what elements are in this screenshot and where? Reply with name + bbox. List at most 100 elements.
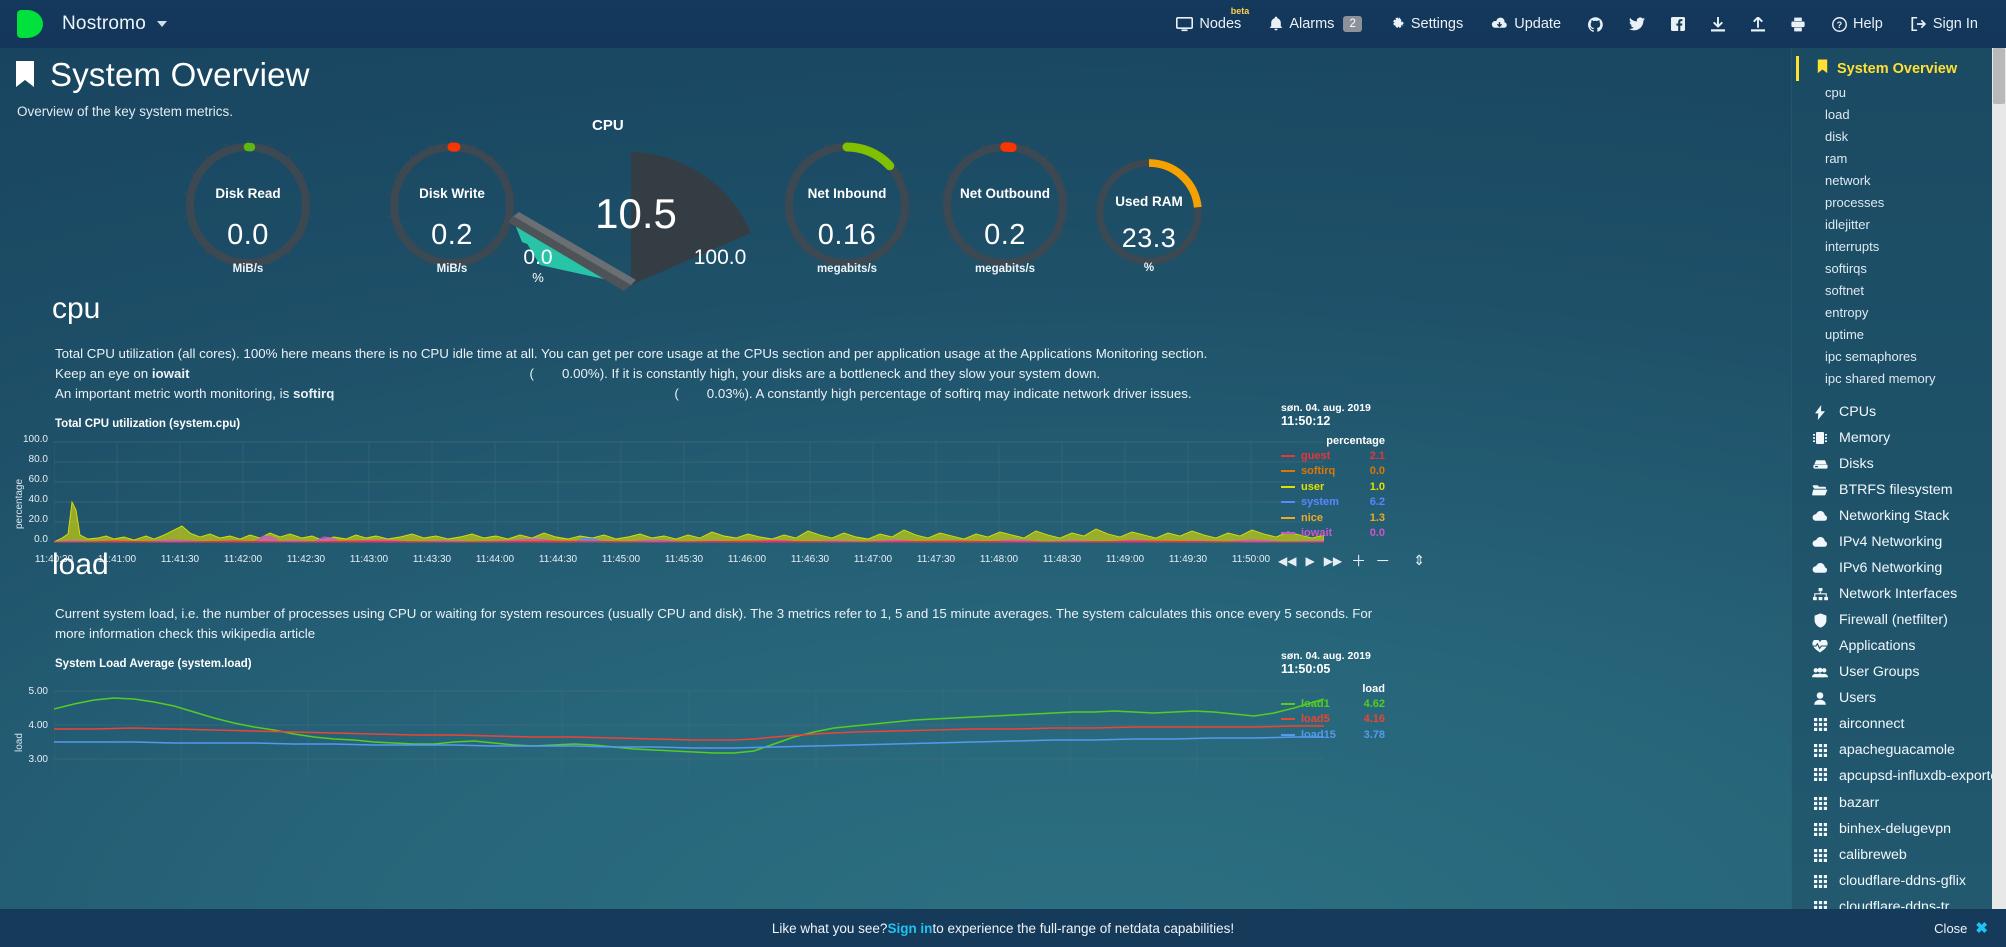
nav-help[interactable]: ? Help [1818, 0, 1897, 48]
bookmark-icon [14, 60, 36, 90]
nav-nodes[interactable]: Nodes beta [1162, 0, 1255, 48]
sidebar-item-btrfs-filesystem[interactable]: BTRFS filesystem [1792, 477, 2006, 503]
sidebar-item-apcupsd-influxdb-exporter[interactable]: apcupsd-influxdb-exporter [1792, 763, 2006, 790]
play-icon[interactable]: ▶ [1305, 553, 1315, 568]
bolt-icon [1812, 404, 1828, 420]
sidebar-item-calibreweb[interactable]: calibreweb [1792, 842, 2006, 868]
nav-github[interactable] [1575, 0, 1616, 48]
sidebar-label-cloudflare-ddns-gflix: cloudflare-ddns-gflix [1839, 873, 1966, 889]
gauge-used-ram[interactable]: Used RAM 23.3 % [1089, 152, 1209, 274]
sidebar-item-ipv6-networking[interactable]: IPv6 Networking [1792, 555, 2006, 581]
sidebar-item-network[interactable]: network [1825, 172, 1871, 188]
cpu-desc-line1: Total CPU utilization (all cores). 100% … [55, 346, 1208, 361]
load-legend-row-load1[interactable]: load1 4.62 [1281, 698, 1385, 710]
nav-nodes-label: Nodes [1199, 16, 1242, 32]
cpu-legend-row-user[interactable]: user 1.0 [1281, 481, 1385, 493]
sidebar-item-firewall[interactable]: Firewall (netfilter) [1792, 607, 2006, 633]
sidebar-item-uptime[interactable]: uptime [1825, 326, 1865, 342]
sidebar-item-bazarr[interactable]: bazarr [1792, 790, 2006, 816]
sidebar-item-ram[interactable]: ram [1825, 150, 1848, 166]
gauge-cpu[interactable]: CPU 10.5 0.0 % 100.0 [500, 112, 770, 291]
load-legend-row-load15[interactable]: load15 3.78 [1281, 729, 1385, 741]
load-legend-name-load15: load15 [1301, 728, 1336, 741]
sidebar-item-cloudflare-ddns-gflix[interactable]: cloudflare-ddns-gflix [1792, 868, 2006, 894]
gauge-net-inbound[interactable]: Net Inbound 0.16 megabits/s [776, 134, 918, 276]
nav-alarms-label: Alarms [1289, 16, 1335, 32]
nav-facebook[interactable] [1658, 0, 1698, 48]
netdata-logo-icon [14, 7, 48, 41]
cpu-chart[interactable]: percentage 100.0 80.0 60.0 40.0 20.0 0.0 [0, 434, 1425, 570]
rewind-icon[interactable]: ◀◀ [1278, 553, 1297, 568]
close-icon[interactable]: ✖ [1975, 920, 1988, 937]
sidebar-item-networking-stack[interactable]: Networking Stack [1792, 503, 2006, 529]
gauge-disk-read[interactable]: Disk Read 0.0 MiB/s [177, 134, 319, 276]
banner-signin-link[interactable]: Sign in [887, 920, 933, 936]
load-ytick-5: 5.00 [28, 686, 48, 697]
nav-settings[interactable]: Settings [1376, 0, 1477, 48]
forward-icon[interactable]: ▶▶ [1323, 553, 1343, 568]
sidebar-item-ipv4-networking[interactable]: IPv4 Networking [1792, 529, 2006, 555]
nav-export[interactable] [1738, 0, 1778, 48]
sidebar-item-users[interactable]: Users [1792, 685, 2006, 711]
sidebar-item-airconnect[interactable]: airconnect [1792, 711, 2006, 737]
zoom-out-icon[interactable]: － [1375, 553, 1391, 570]
gauge-net-outbound[interactable]: Net Outbound 0.2 megabits/s [934, 134, 1076, 276]
sidebar-label-ipv6: IPv6 Networking [1839, 560, 1943, 576]
facebook-icon [1671, 17, 1686, 31]
sidebar-item-cpu[interactable]: cpu [1825, 84, 1846, 100]
grid-icon [1812, 822, 1828, 836]
sidebar-item-memory[interactable]: Memory [1792, 425, 2006, 451]
sidebar-item-processes[interactable]: processes [1825, 194, 1885, 210]
sidebar-item-apacheguacamole[interactable]: apacheguacamole [1792, 737, 2006, 763]
sidebar-label-bazarr: bazarr [1839, 795, 1880, 811]
sidebar-item-system-overview[interactable]: System Overview [1796, 56, 2006, 81]
sidebar-item-network-interfaces[interactable]: Network Interfaces [1792, 581, 2006, 607]
nav-signin[interactable]: Sign In [1897, 0, 1992, 48]
brand[interactable]: Nostromo [0, 7, 167, 41]
chevron-down-icon[interactable] [156, 21, 167, 27]
nav-print[interactable] [1778, 0, 1818, 48]
banner-close-button[interactable]: Close ✖ [1934, 919, 1988, 937]
cpu-legend-row-guest[interactable]: guest 2.1 [1281, 450, 1385, 462]
sidebar-item-interrupts[interactable]: interrupts [1825, 238, 1880, 254]
cpu-desc-line2: Keep an eye on iowait (0.00%). If it is c… [55, 364, 1385, 384]
load-legend-value-load1: 4.62 [1363, 697, 1385, 710]
sidebar-item-ipc-semaphores[interactable]: ipc semaphores [1825, 348, 1917, 364]
cpu-legend-row-system[interactable]: system 6.2 [1281, 496, 1385, 508]
sitemap-icon [1812, 587, 1828, 601]
legend-color-swatch [1281, 485, 1295, 488]
sidebar-item-applications[interactable]: Applications [1792, 633, 2006, 659]
load-legend-name-load5: load5 [1301, 713, 1330, 726]
sidebar-item-user-groups[interactable]: User Groups [1792, 659, 2006, 685]
sidebar-item-binhex-delugevpn[interactable]: binhex-delugevpn [1792, 816, 2006, 842]
sidebar-label-disks: Disks [1839, 456, 1874, 472]
page-scrollbar[interactable] [1992, 48, 2006, 947]
cpu-legend-row-softirq[interactable]: softirq 0.0 [1281, 465, 1385, 477]
gauge-net-inbound-unit: megabits/s [816, 263, 878, 275]
page-scrollbar-thumb[interactable] [1993, 48, 2005, 104]
cpu-legend-row-nice[interactable]: nice 1.3 [1281, 512, 1385, 524]
cpu-legend-row-iowait[interactable]: iowait 0.0 [1281, 527, 1385, 539]
nav-alarms[interactable]: Alarms 2 [1255, 0, 1376, 48]
sidebar-item-softirqs[interactable]: softirqs [1825, 260, 1867, 276]
sidebar-item-entropy[interactable]: entropy [1825, 304, 1869, 320]
load-chart[interactable]: load 5.00 4.00 3.00 [0, 674, 1390, 784]
sidebar-item-ipc-shared-memory[interactable]: ipc shared memory [1825, 370, 1936, 386]
cpu-chart-controls[interactable]: ◀◀ ▶ ▶▶ ＋ － ⇕ [1278, 550, 1425, 571]
resize-icon[interactable]: ⇕ [1413, 552, 1425, 568]
memory-icon [1812, 431, 1828, 445]
sidebar-item-idlejitter[interactable]: idlejitter [1825, 216, 1870, 232]
sidebar-item-cpus[interactable]: CPUs [1792, 399, 2006, 425]
sidebar-item-disk[interactable]: disk [1825, 128, 1849, 144]
zoom-in-icon[interactable]: ＋ [1351, 553, 1367, 570]
sidebar-label-networking-stack: Networking Stack [1839, 508, 1950, 524]
sidebar-item-load[interactable]: load [1825, 106, 1850, 122]
nav-import[interactable] [1698, 0, 1738, 48]
sidebar-item-softnet[interactable]: softnet [1825, 282, 1865, 298]
nav-update[interactable]: Update [1477, 0, 1575, 48]
legend-color-swatch [1281, 516, 1295, 519]
load-legend-row-load5[interactable]: load5 4.16 [1281, 713, 1385, 726]
nav-twitter[interactable] [1616, 0, 1658, 48]
gauge-disk-write[interactable]: Disk Write 0.2 MiB/s [381, 134, 523, 276]
sidebar-item-disks[interactable]: Disks [1792, 451, 2006, 477]
